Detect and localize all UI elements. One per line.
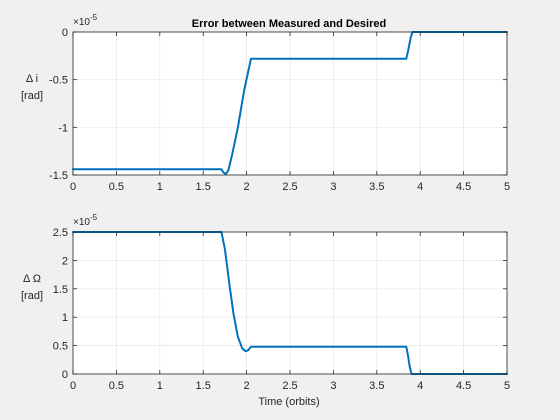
x-tick-label: 4 — [417, 181, 423, 193]
x-tick-label: 3.5 — [369, 181, 384, 193]
axes-bottom-exponent-base: ×10 — [73, 217, 90, 228]
series-line-bottom — [72, 231, 508, 375]
x-tick-label: 2.5 — [282, 380, 297, 392]
x-tick-label: 1.5 — [196, 380, 211, 392]
axes-top-exponent-power: -5 — [90, 13, 98, 22]
x-tick-label: 5 — [504, 181, 510, 193]
x-tick-label: 3 — [330, 380, 336, 392]
x-axis-label: Time (orbits) — [258, 396, 319, 408]
x-tick-label: 4.5 — [456, 181, 471, 193]
x-tick-label: 0 — [70, 181, 76, 193]
axes-top-plot — [72, 31, 508, 176]
axes-bottom-ylabel-line1: Δ Ω — [23, 273, 41, 285]
x-tick-label: 0 — [70, 380, 76, 392]
x-tick-label: 3.5 — [369, 380, 384, 392]
axes-bottom-ticks: 0 0.5 1 1.5 2 2.5 3 3.5 4 4.5 5 0 0.5 1 1.5 2 2.5 — [53, 227, 510, 392]
y-tick-label: 0 — [62, 27, 68, 39]
x-tick-label: 1 — [157, 380, 163, 392]
axes-bottom-plot — [72, 231, 508, 375]
axes-bottom-exponent-power: -5 — [90, 213, 98, 222]
subplot-bottom: 0 0.5 1 1.5 2 2.5 3 3.5 4 4.5 500.511.522.5 ×10-5 … — [21, 213, 510, 408]
y-tick-label: -0.5 — [49, 75, 68, 87]
x-tick-label: 4 — [417, 380, 423, 392]
y-tick-label: 2.5 — [53, 227, 68, 239]
x-tick-label: 5 — [504, 380, 510, 392]
x-tick-label: 4.5 — [456, 380, 471, 392]
y-tick-label: 0.5 — [53, 341, 68, 353]
x-tick-label: 1 — [157, 181, 163, 193]
axes-top-ylabel-line1: Δ i — [26, 73, 38, 85]
x-tick-label: 3 — [330, 181, 336, 193]
axes-bottom-exponent: ×10-5 — [73, 213, 98, 228]
x-tick-label: 2 — [244, 380, 250, 392]
x-tick-label: 0.5 — [109, 380, 124, 392]
axes-bottom-ylabel-line2: [rad] — [21, 290, 43, 302]
subplot-top: 0 0.5 1 1.5 2 2.5 3 3.5 4 4.5 5 -1.5 -1 -0.5 0 Error b… — [21, 13, 510, 193]
x-tick-label: 1.5 — [196, 181, 211, 193]
y-tick-label: -1.5 — [49, 170, 68, 182]
y-tick-label: 1 — [62, 312, 68, 324]
y-tick-label: 2 — [62, 255, 68, 267]
series-line-top — [72, 31, 508, 176]
y-tick-label: 0 — [62, 369, 68, 381]
x-tick-label: 2.5 — [282, 181, 297, 193]
axes-top-exponent: ×10-5 — [73, 13, 98, 28]
axes-top-exponent-base: ×10 — [73, 17, 90, 28]
y-tick-label: -1 — [58, 122, 68, 134]
axes-top-ticks: 0 0.5 1 1.5 2 2.5 3 3.5 4 4.5 5 -1.5 -1 -0.5 0 — [49, 27, 510, 193]
chart-title: Error between Measured and Desired — [192, 18, 386, 30]
y-tick-label: 1.5 — [53, 284, 68, 296]
axes-top-ylabel-line2: [rad] — [21, 90, 43, 102]
x-tick-label: 2 — [244, 181, 250, 193]
x-tick-label: 0.5 — [109, 181, 124, 193]
